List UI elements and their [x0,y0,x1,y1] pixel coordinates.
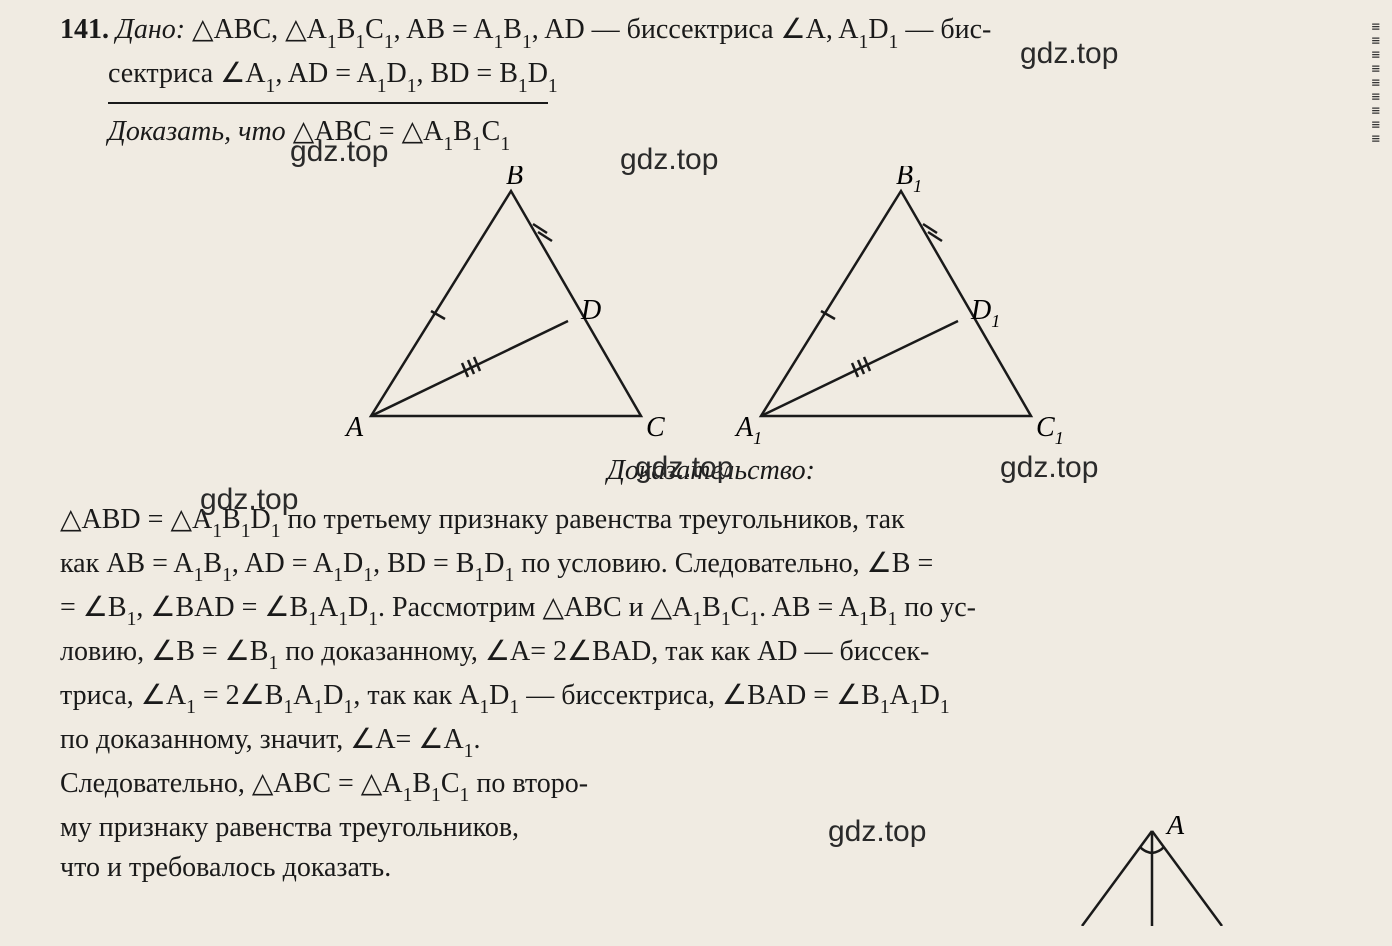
label-A: A [344,412,364,443]
given-text: △ABC, △A1B1C1, AB = A1B1, AD — биссектри… [192,14,991,45]
label-A1: A1 [734,412,762,446]
problem-number: 141. [60,14,109,45]
label-C1: C1 [1036,412,1064,446]
proof-line6: по доказанному, значит, ∠A= ∠A1. [60,720,1362,764]
watermark-3: gdz.top [1020,32,1118,76]
side-hash-marks: ≡≡≡≡≡≡≡≡≡ [1372,20,1377,146]
label-B: B [506,166,523,191]
label-C: C [646,412,665,443]
label-D: D [580,295,601,326]
watermark-7: gdz.top [828,810,926,854]
watermark-4: gdz.top [200,478,298,522]
proof-line2: как AB = A1B1, AD = A1D1, BD = B1D1 по у… [60,544,1362,588]
proof-line4: ловию, ∠B = ∠B1 по доказанному, ∠A= 2∠BA… [60,632,1362,676]
separator-line [108,102,548,104]
label-bottom-A: A [1165,816,1185,841]
proof-line8: му признаку равенства треугольников, [60,808,840,849]
triangle-right: B1 D1 A1 C1 [721,166,1091,446]
proof-line5: триса, ∠A1 = 2∠B1A1D1, так как A1D1 — би… [60,676,1362,720]
given-text-line2: сектриса ∠A1, AD = A1D1, BD = B1D1 [108,58,558,89]
proof-line7: Следовательно, △ABC = △A1B1C1 по второ- [60,764,840,808]
watermark-1: gdz.top [290,130,388,174]
given-label: Дано: [116,14,185,45]
given-section: 141. Дано: △ABC, △A1B1C1, AB = A1B1, AD … [60,10,1362,104]
proof-line9: что и требовалось доказать. [60,848,840,889]
bottom-triangle-fragment: A [1042,816,1262,926]
triangle-left: B D A C [331,166,681,446]
prove-label: Доказать, что [108,116,286,147]
watermark-2: gdz.top [620,138,718,182]
label-D1: D1 [970,295,1000,331]
triangle-diagrams: B D A C B1 D1 A1 C1 [60,166,1362,446]
watermark-5: gdz.top [635,446,733,490]
watermark-6: gdz.top [1000,446,1098,490]
proof-line3: = ∠B1, ∠BAD = ∠B1A1D1. Рассмотрим △ABC и… [60,588,1362,632]
